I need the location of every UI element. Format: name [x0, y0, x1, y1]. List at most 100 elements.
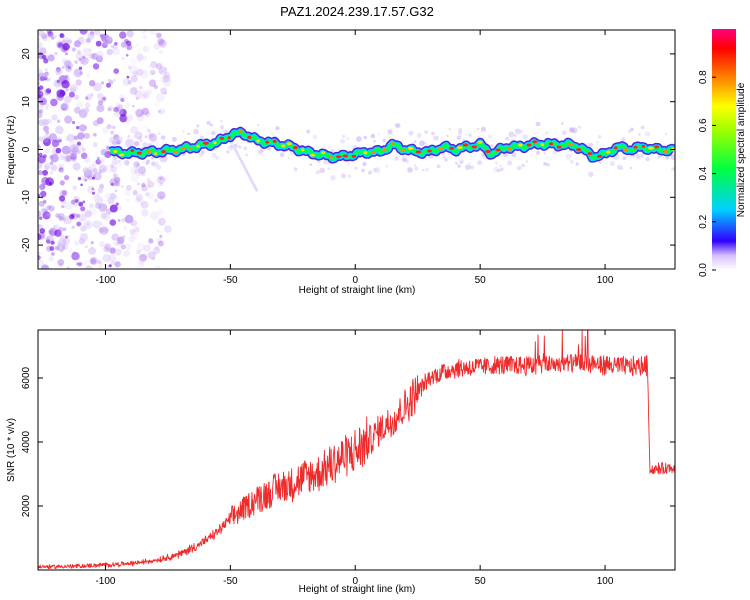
noise-blob: [79, 71, 83, 75]
ridge-peak: [407, 146, 414, 150]
ridge-halo: [455, 162, 458, 165]
noise-blob: [79, 124, 87, 132]
noise-blob: [141, 31, 145, 34]
noise-blob: [101, 42, 108, 49]
ridge-halo: [456, 135, 462, 140]
noise-blob: [88, 53, 95, 59]
noise-blob: [38, 72, 47, 82]
ridge-halo: [458, 158, 465, 164]
noise-blob: [72, 251, 76, 255]
noise-blob: [80, 183, 83, 187]
noise-blob: [110, 44, 115, 49]
snr-ylabel: SNR (10 * v/v): [6, 418, 17, 482]
noise-blob: [157, 37, 165, 45]
noise-blob: [143, 68, 148, 74]
noise-blob: [95, 202, 102, 209]
noise-blob: [72, 120, 76, 125]
noise-blob: [129, 229, 136, 235]
noise-blob: [124, 102, 131, 109]
ridge-halo: [140, 171, 146, 177]
noise-blob: [49, 170, 54, 175]
ridge-halo: [638, 133, 641, 136]
noise-blob: [137, 59, 142, 63]
noise-blob: [65, 74, 69, 79]
ridge-halo: [431, 131, 435, 136]
noise-blob: [47, 31, 54, 37]
noise-blob: [55, 147, 62, 154]
ridge-peak: [202, 141, 209, 145]
ridge-peak: [342, 154, 349, 158]
noise-blob: [123, 160, 130, 166]
noise-blob: [78, 66, 83, 70]
ridge-halo: [480, 126, 487, 132]
noise-blob: [117, 205, 122, 211]
ridge-halo: [187, 132, 190, 136]
noise-blob: [96, 117, 104, 125]
ridge-halo: [147, 128, 152, 133]
ridge-halo: [171, 136, 177, 142]
colorbar-tick-label: 0.6: [698, 118, 709, 132]
ridge-peak: [485, 150, 491, 153]
noise-blob: [71, 252, 80, 261]
noise-blob: [77, 132, 85, 140]
noise-blob: [79, 30, 88, 35]
ridge-halo: [436, 164, 441, 169]
noise-blob: [123, 250, 131, 257]
noise-blob: [125, 184, 132, 191]
ridge-peak: [549, 142, 554, 146]
ridge-halo: [346, 137, 349, 140]
ridge-halo: [458, 131, 462, 136]
ridge-halo: [340, 173, 346, 179]
ridge-halo: [404, 158, 408, 162]
ridge-peak: [438, 147, 444, 151]
noise-blob: [64, 95, 72, 104]
noise-blob: [60, 234, 65, 239]
noise-blob: [56, 137, 63, 143]
noise-blob: [74, 94, 80, 101]
noise-blob: [60, 169, 64, 174]
noise-blob: [84, 245, 88, 249]
noise-blob: [105, 193, 112, 200]
ridge-peak: [614, 146, 618, 150]
ridge-halo: [671, 167, 675, 171]
noise-blob: [67, 39, 73, 44]
noise-blob: [138, 261, 145, 268]
ridge-halo: [127, 135, 131, 138]
ridge-halo: [211, 130, 216, 136]
noise-blob: [136, 113, 145, 122]
noise-blob: [112, 44, 118, 50]
noise-blob: [106, 35, 112, 41]
noise-blob: [146, 178, 151, 183]
ridge-halo: [330, 175, 336, 181]
noise-blob: [125, 114, 134, 122]
noise-blob: [90, 258, 97, 265]
ridge-halo: [362, 161, 367, 167]
ridge-halo: [545, 131, 548, 135]
noise-blob: [69, 84, 78, 93]
noise-blob: [143, 244, 151, 252]
noise-blob: [58, 213, 65, 220]
noise-blob: [40, 92, 43, 95]
noise-blob: [120, 244, 126, 250]
ridge-halo: [543, 162, 547, 166]
colorbar-label: Normalized spectral amplitude: [736, 82, 747, 217]
noise-blob: [136, 163, 140, 167]
noise-blob: [152, 257, 156, 261]
noise-blob: [136, 242, 146, 252]
noise-blob: [65, 155, 72, 162]
ridge-halo: [578, 125, 582, 129]
noise-blob: [92, 142, 98, 148]
ridge-halo: [424, 130, 428, 134]
noise-blob: [80, 225, 87, 232]
noise-blob: [51, 139, 60, 148]
streak-dot: [238, 157, 242, 161]
noise-blob: [122, 78, 130, 86]
noise-blob: [141, 124, 149, 132]
ridge-halo: [151, 161, 155, 166]
noise-blob: [111, 47, 120, 56]
noise-blob: [124, 43, 131, 49]
noise-blob: [98, 227, 104, 233]
streak-dot: [245, 169, 249, 173]
noise-blob: [75, 79, 82, 86]
ridge-halo: [596, 140, 599, 144]
